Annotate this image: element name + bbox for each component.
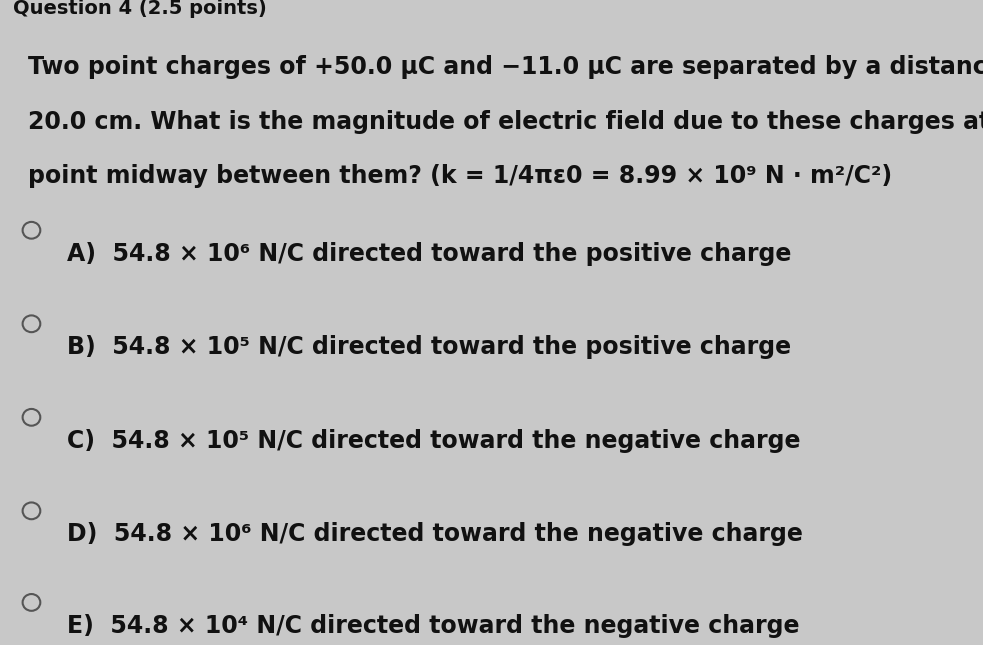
Text: A)  54.8 × 10⁶ N/C directed toward the positive charge: A) 54.8 × 10⁶ N/C directed toward the po… (67, 242, 791, 266)
Text: point midway between them? (k = 1/4πε0 = 8.99 × 10⁹ N · m²/C²): point midway between them? (k = 1/4πε0 =… (28, 164, 892, 188)
Text: Question 4 (2.5 points): Question 4 (2.5 points) (13, 0, 266, 17)
Text: Two point charges of +50.0 μC and −11.0 μC are separated by a distance of: Two point charges of +50.0 μC and −11.0 … (28, 55, 983, 79)
Text: B)  54.8 × 10⁵ N/C directed toward the positive charge: B) 54.8 × 10⁵ N/C directed toward the po… (67, 335, 791, 359)
Text: 20.0 cm. What is the magnitude of electric field due to these charges at a: 20.0 cm. What is the magnitude of electr… (28, 110, 983, 134)
Text: C)  54.8 × 10⁵ N/C directed toward the negative charge: C) 54.8 × 10⁵ N/C directed toward the ne… (67, 429, 800, 453)
Text: E)  54.8 × 10⁴ N/C directed toward the negative charge: E) 54.8 × 10⁴ N/C directed toward the ne… (67, 614, 799, 638)
Text: D)  54.8 × 10⁶ N/C directed toward the negative charge: D) 54.8 × 10⁶ N/C directed toward the ne… (67, 522, 803, 546)
